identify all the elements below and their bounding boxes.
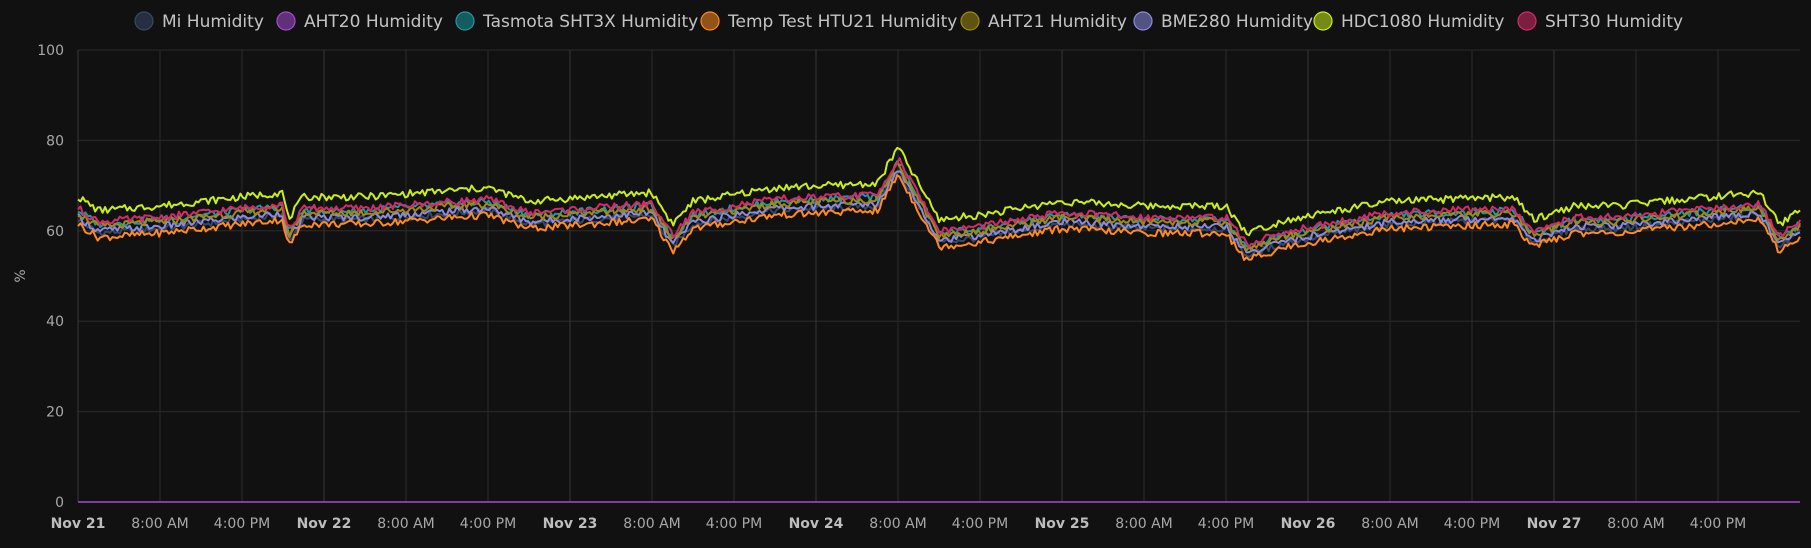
x-axis: Nov 21 8:00 AM 4:00 PM Nov 22 8:00 AM 4:00 PM… [51,516,1747,532]
x-tick-label: 4:00 PM [1690,516,1746,532]
x-tick-label: 4:00 PM [952,516,1008,532]
x-tick-label: Nov 25 [1035,516,1090,532]
x-tick-label: 8:00 AM [869,516,927,532]
legend: Mi Humidity AHT20 Humidity Tasmota SHT3X H… [134,11,1683,32]
legend-item[interactable]: Temp Test HTU21 Humidity [700,11,957,32]
y-axis: 0 20 40 60 80 100 [37,43,64,511]
legend-swatch-icon [276,11,296,31]
legend-label: HDC1080 Humidity [1341,12,1505,32]
x-tick-label: 8:00 AM [131,516,189,532]
y-tick-label: 80 [46,133,64,149]
x-tick-label: Nov 22 [297,516,352,532]
legend-label: BME280 Humidity [1161,12,1313,32]
legend-label: AHT20 Humidity [304,12,443,32]
series-line-aht21-humidity [77,160,1801,252]
legend-swatch-icon [700,11,720,31]
legend-label: Mi Humidity [162,12,264,32]
series-line-bme280-humidity [77,170,1801,254]
legend-item[interactable]: AHT20 Humidity [276,11,443,32]
legend-label: Tasmota SHT3X Humidity [482,12,698,32]
series-layer [77,146,1801,503]
x-tick-label: 4:00 PM [214,516,270,532]
legend-swatch-icon [960,11,980,31]
x-tick-label: Nov 21 [51,516,106,532]
legend-label: Temp Test HTU21 Humidity [727,12,957,32]
x-tick-label: 8:00 AM [1115,516,1173,532]
x-tick-label: 8:00 AM [1607,516,1665,532]
legend-swatch-icon [1517,11,1537,31]
x-tick-label: Nov 26 [1281,516,1336,532]
x-tick-label: 8:00 AM [377,516,435,532]
legend-label: AHT21 Humidity [988,12,1127,32]
legend-item[interactable]: Tasmota SHT3X Humidity [455,11,698,32]
y-tick-label: 100 [37,43,64,59]
x-tick-label: Nov 27 [1527,516,1582,532]
x-tick-label: 4:00 PM [1444,516,1500,532]
x-tick-label: Nov 23 [543,516,598,532]
y-axis-label: % [13,269,29,282]
series-line-sht30-humidity [77,157,1801,248]
x-tick-label: 8:00 AM [1361,516,1419,532]
legend-item[interactable]: AHT21 Humidity [960,11,1127,32]
y-tick-label: 20 [46,405,64,421]
legend-item[interactable]: HDC1080 Humidity [1313,11,1505,32]
x-tick-label: Nov 24 [789,516,844,532]
grid [77,49,1800,503]
legend-item[interactable]: SHT30 Humidity [1517,11,1683,32]
y-tick-label: 0 [55,495,64,511]
series-line-temp-test-htu21-humidity [77,174,1801,261]
legend-label: SHT30 Humidity [1545,12,1683,32]
legend-swatch-icon [1133,11,1153,31]
x-tick-label: 4:00 PM [1198,516,1254,532]
legend-swatch-icon [1313,11,1333,31]
legend-item[interactable]: Mi Humidity [134,11,264,32]
series-line-hdc1080-humidity [77,146,1801,237]
x-tick-label: 4:00 PM [706,516,762,532]
y-tick-label: 60 [46,224,64,240]
legend-item[interactable]: BME280 Humidity [1133,11,1313,32]
legend-swatch-icon [134,11,154,31]
y-tick-label: 40 [46,314,64,330]
x-tick-label: 4:00 PM [460,516,516,532]
x-tick-label: 8:00 AM [623,516,681,532]
legend-swatch-icon [455,11,475,31]
